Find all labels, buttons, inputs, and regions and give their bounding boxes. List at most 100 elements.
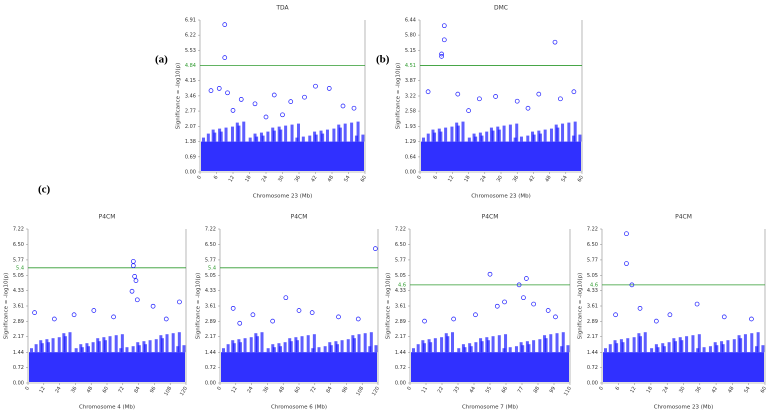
y-tick-label: 3.87	[405, 78, 416, 84]
dense-point-cloud	[626, 338, 630, 353]
dense-point-cloud	[732, 339, 736, 353]
dense-point-cloud	[237, 339, 241, 353]
y-tick-label: 4.33	[395, 288, 406, 294]
dense-point-cloud	[120, 334, 124, 353]
x-tick-label: 54	[343, 175, 351, 184]
dense-point-cloud	[323, 346, 327, 353]
dense-point-cloud	[561, 332, 565, 353]
dense-point-cloud	[761, 345, 765, 353]
point	[326, 86, 332, 91]
dense-point-cloud	[230, 126, 234, 142]
dense-point-cloud	[237, 125, 241, 142]
dense-point-cloud	[277, 343, 281, 353]
x-tick-label: 36	[262, 386, 270, 395]
dense-point-cloud	[472, 133, 476, 142]
dense-point-cloud	[201, 141, 364, 171]
dense-point-cloud	[451, 332, 454, 353]
point	[466, 108, 471, 113]
point	[441, 37, 447, 43]
y-tick-label: 3.61	[205, 304, 216, 310]
threshold-label: 4.84	[185, 63, 196, 69]
y-tick-label: 6.50	[587, 242, 598, 248]
point	[624, 231, 629, 237]
dense-point-cloud	[721, 344, 725, 353]
point	[133, 278, 139, 283]
x-tick-label: 36	[512, 175, 520, 184]
y-tick-label: 5.80	[405, 33, 416, 39]
dense-point-cloud	[619, 339, 623, 353]
point	[487, 271, 493, 277]
x-tick-label: 12	[230, 386, 238, 395]
panel: DMC Chromosome 23 (Mb) Significance = -log…	[396, 5, 586, 200]
dense-point-cloud	[63, 336, 67, 353]
y-tick-label: 2.89	[205, 319, 216, 325]
point	[288, 99, 294, 104]
point	[553, 314, 558, 320]
y-tick-label: 5.05	[395, 273, 406, 279]
dense-point-cloud	[259, 132, 263, 142]
x-tick-label: 12	[447, 175, 455, 184]
dense-point-cloud	[519, 342, 523, 353]
x-tick-label: 30	[678, 386, 686, 395]
dense-point-cloud	[427, 339, 431, 353]
dense-point-cloud	[232, 343, 236, 353]
chart-title: P4CM	[291, 214, 308, 221]
x-tick-label: 48	[86, 386, 94, 395]
dense-point-cloud	[51, 338, 55, 353]
x-tick-label: 0	[196, 175, 203, 181]
dense-point-cloud	[739, 338, 743, 353]
y-tick-label: 2.89	[395, 319, 406, 325]
dense-point-cloud	[103, 340, 107, 353]
dense-point-cloud	[283, 342, 287, 353]
dense-point-cloud	[62, 333, 66, 353]
y-tick-label: 0.64	[405, 154, 416, 160]
dense-point-cloud	[661, 343, 665, 353]
dense-point-cloud	[691, 335, 695, 353]
dense-point-cloud	[708, 346, 712, 353]
x-tick-label: 60	[760, 386, 768, 395]
dense-point-cloud	[486, 340, 490, 353]
dense-point-cloud	[226, 344, 230, 353]
x-tick-label: 72	[309, 386, 317, 395]
dense-point-cloud	[295, 340, 299, 353]
dense-point-cloud	[538, 339, 542, 353]
y-tick-label: 5.77	[13, 257, 24, 263]
dense-point-cloud	[219, 131, 223, 142]
dense-point-cloud	[457, 348, 461, 353]
dense-point-cloud	[253, 133, 257, 142]
panel: TDA Chromosome 23 (Mb) Significance = -log…	[176, 5, 369, 200]
dense-point-cloud	[114, 335, 118, 353]
point	[613, 312, 618, 318]
y-tick-label: 2.17	[587, 334, 598, 340]
x-tick-label: 48	[544, 175, 552, 184]
y-tick-label: 0.72	[587, 365, 598, 371]
y-tick-label: 1.29	[405, 139, 416, 145]
dense-point-cloud	[416, 344, 420, 353]
dense-point-cloud	[603, 352, 764, 382]
dense-point-cloud	[497, 129, 501, 142]
x-tick-label: 108	[355, 386, 365, 397]
dense-point-cloud	[480, 341, 484, 353]
x-tick-label: 120	[179, 386, 189, 397]
dense-point-cloud	[621, 342, 625, 353]
panel: P4CM Chromosome 7 (Mb) Significance = -log…	[386, 214, 574, 411]
dense-point-cloud	[34, 344, 38, 353]
point	[558, 96, 563, 102]
dense-point-cloud	[160, 338, 164, 353]
point	[524, 276, 529, 281]
dense-point-cloud	[697, 334, 701, 353]
panel-label: (c)	[38, 184, 51, 196]
chart-title: P4CM	[99, 214, 116, 221]
panel-label: (a)	[155, 54, 168, 66]
y-tick-label: 0.00	[405, 170, 416, 176]
y-axis-label: Significance = -log10(p)	[396, 63, 402, 130]
dense-point-cloud	[426, 133, 430, 142]
point	[134, 297, 140, 303]
dense-point-cloud	[213, 132, 217, 142]
dense-point-cloud	[306, 335, 310, 353]
threshold-label: 4.6	[398, 282, 406, 288]
dense-point-cloud	[284, 125, 288, 142]
point	[222, 55, 228, 60]
dense-point-cloud	[479, 338, 483, 353]
x-axis-label: Chromosome 4 (Mb)	[79, 405, 135, 411]
